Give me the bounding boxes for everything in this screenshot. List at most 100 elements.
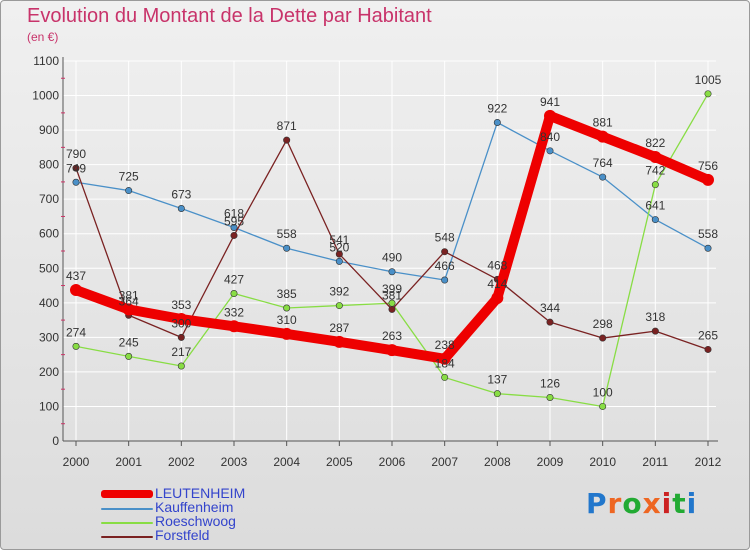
data-point <box>599 402 607 410</box>
data-point <box>493 118 501 126</box>
data-point <box>335 250 343 258</box>
y-tick-label: 500 <box>39 261 59 275</box>
data-point <box>230 231 238 239</box>
data-point <box>283 244 291 252</box>
data-point <box>704 345 712 353</box>
logo-letter: i <box>686 487 698 520</box>
data-point <box>386 344 398 357</box>
data-label: 381 <box>119 288 139 302</box>
x-tick-label: 2006 <box>379 455 406 469</box>
legend-swatch <box>101 508 153 510</box>
data-point <box>546 147 554 155</box>
chart-subtitle: (en €) <box>27 30 59 44</box>
data-point <box>599 334 607 342</box>
y-tick-label: 700 <box>39 192 59 206</box>
data-label: 263 <box>382 329 402 343</box>
labels-layer: 437 381 353 332 310 287 263 238 414 941 881 822 756 7… <box>66 73 722 400</box>
data-point <box>704 90 712 98</box>
data-point <box>438 352 451 365</box>
x-tick-label: 2011 <box>642 455 668 469</box>
data-point <box>546 318 554 326</box>
data-label: 344 <box>540 301 560 315</box>
y-tick-label: 400 <box>39 296 59 310</box>
logo-letter: o <box>622 487 643 520</box>
data-point <box>230 289 238 297</box>
series-leutenheim <box>70 109 714 365</box>
data-point <box>388 305 396 313</box>
data-point <box>333 335 346 348</box>
data-label: 274 <box>66 325 86 339</box>
data-point <box>544 109 556 122</box>
data-label: 385 <box>277 287 297 301</box>
x-tick-label: 2004 <box>273 455 300 469</box>
data-label: 1005 <box>695 73 722 87</box>
x-tick-label: 2012 <box>695 455 722 469</box>
data-label: 749 <box>66 161 86 175</box>
legend-label: Roeschwoog <box>155 513 236 529</box>
data-point <box>177 362 185 370</box>
data-point <box>72 342 80 350</box>
data-label: 520 <box>329 240 349 254</box>
legend-label: Forstfeld <box>155 527 210 543</box>
data-label: 300 <box>171 316 191 330</box>
x-tick-label: 2003 <box>221 455 248 469</box>
data-label: 414 <box>487 277 507 291</box>
data-point <box>441 276 449 284</box>
data-label: 922 <box>487 101 507 115</box>
series-kauffenheim <box>72 118 712 284</box>
data-label: 871 <box>277 119 297 133</box>
data-label: 427 <box>224 272 244 286</box>
data-label: 468 <box>487 258 507 272</box>
data-label: 941 <box>540 95 560 109</box>
data-point <box>228 320 240 333</box>
data-point <box>70 284 82 297</box>
data-point <box>335 257 343 265</box>
data-point <box>122 303 135 316</box>
y-tick-label: 1100 <box>33 54 59 68</box>
y-tick-label: 200 <box>39 365 59 379</box>
logo-letter: t <box>672 487 687 520</box>
data-label: 437 <box>66 269 86 283</box>
data-label: 137 <box>487 373 507 387</box>
y-tick-label: 800 <box>39 158 59 172</box>
data-label: 217 <box>171 345 191 359</box>
y-tick-label: 1000 <box>32 89 59 103</box>
legend-swatch <box>101 522 153 524</box>
x-tick-label: 2000 <box>63 455 90 469</box>
data-label: 245 <box>119 335 139 349</box>
x-tick-label: 2005 <box>326 455 353 469</box>
data-label: 641 <box>645 199 665 213</box>
data-point <box>283 136 291 144</box>
data-label: 392 <box>329 285 349 299</box>
data-point <box>175 313 188 326</box>
y-tick-label: 300 <box>39 330 59 344</box>
x-tick-label: 2008 <box>484 455 511 469</box>
logo-letter: r <box>607 487 623 520</box>
data-label: 725 <box>119 170 139 184</box>
data-label: 332 <box>224 305 244 319</box>
legend-label: LEUTENHEIM <box>155 485 246 501</box>
axes: 0 100 200 300 400 500 600 700 800 900 1000 1100 2000… <box>32 54 721 469</box>
data-point <box>335 302 343 310</box>
data-label: 364 <box>119 294 139 308</box>
data-point <box>280 327 293 340</box>
data-point <box>125 187 133 195</box>
data-label: 790 <box>66 147 86 161</box>
data-point <box>596 130 609 143</box>
data-label: 490 <box>382 251 402 265</box>
x-tick-label: 2009 <box>537 455 564 469</box>
data-point <box>651 181 659 189</box>
chart-title: Evolution du Montant de la Dette par Hab… <box>27 5 432 27</box>
logo-letter: x <box>642 487 662 520</box>
legend-swatch <box>101 536 153 538</box>
data-point <box>651 327 659 335</box>
x-tick-label: 2001 <box>115 455 142 469</box>
data-point <box>230 224 238 232</box>
data-label: 287 <box>329 321 349 335</box>
series-roeschwoog <box>72 90 712 410</box>
data-label: 618 <box>224 207 244 221</box>
data-label: 822 <box>645 136 665 150</box>
x-tick-label: 2002 <box>168 455 195 469</box>
